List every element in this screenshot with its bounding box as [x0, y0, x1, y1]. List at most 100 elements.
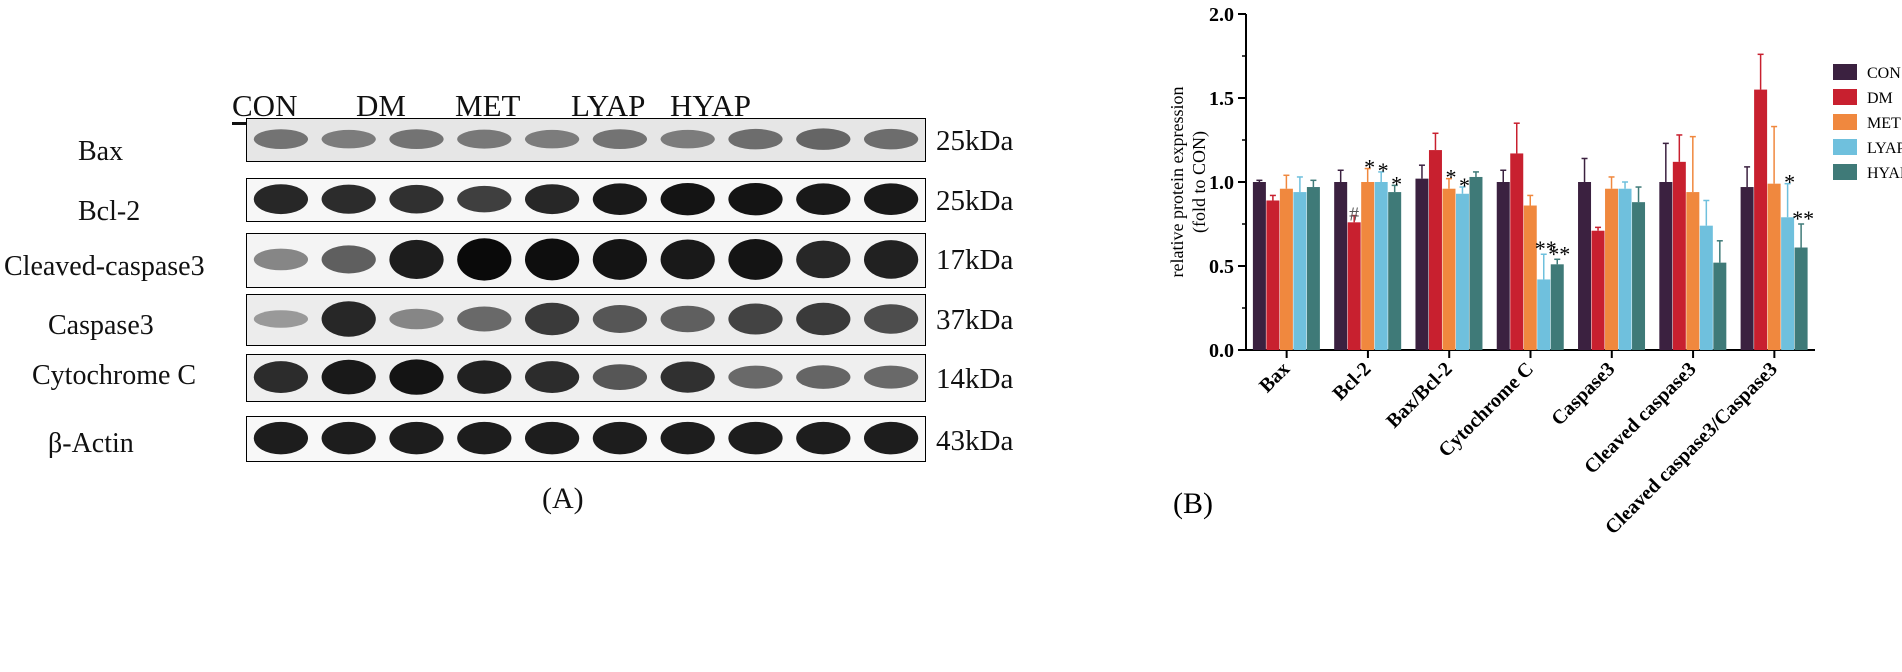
mw-label-caspase3: 37kDa [936, 304, 1014, 336]
blot-band [253, 184, 309, 215]
y-axis-label: relative protein expression (fold to CON) [1167, 87, 1210, 278]
bar [1550, 264, 1564, 350]
bar-chart: 0.0 0.5 1.0 1.5 2.0 relative protein expressi… [1167, 4, 1902, 539]
western-blot-panel: CON DM MET LYAP HYAP Bax Bcl-2 Cleaved-c… [4, 88, 1014, 515]
bar [1334, 182, 1348, 350]
blot-band [796, 421, 851, 455]
blot-band [728, 239, 783, 280]
legend-swatch [1833, 114, 1857, 130]
blot-band [592, 183, 648, 215]
row-label-cleaved-caspase3: Cleaved-caspase3 [4, 251, 205, 282]
blot-band [728, 182, 783, 216]
x-tick-label: Cleaved caspase3/Caspase3 [1601, 358, 1782, 539]
bar [1686, 192, 1700, 350]
blot-band [728, 365, 783, 389]
row-label-bax: Bax [78, 136, 124, 167]
bar [1605, 188, 1619, 350]
blot-band [863, 304, 919, 334]
blot-band [253, 310, 309, 328]
bar [1591, 230, 1605, 350]
blot-band [253, 361, 309, 393]
significance-mark: * [1378, 158, 1389, 183]
blot-band [389, 184, 444, 214]
bar [1794, 247, 1808, 350]
row-label-caspase3: Caspase3 [48, 310, 154, 341]
bar [1659, 182, 1673, 350]
blot-band [863, 128, 919, 150]
blot-band [524, 238, 580, 281]
bar [1252, 182, 1266, 350]
row-label-cytochrome-c: Cytochrome C [32, 360, 197, 391]
blot-band [457, 185, 512, 213]
row-label-beta-actin: β-Actin [48, 428, 134, 459]
bar [1537, 279, 1551, 350]
blot-band [389, 308, 444, 330]
blot-band [863, 183, 919, 215]
significance-mark: * [1784, 170, 1795, 195]
y-tick-label: 0.5 [1209, 256, 1234, 278]
bar [1428, 150, 1442, 350]
panel-label-b: (B) [1173, 487, 1213, 520]
bar [1415, 178, 1429, 350]
blot-band [660, 361, 715, 393]
lane-label-con: CON [232, 88, 298, 123]
bar [1699, 225, 1713, 350]
blot-band [457, 306, 512, 332]
bar [1740, 187, 1754, 350]
row-label-bcl2: Bcl-2 [78, 196, 141, 227]
legend-label: DM [1867, 90, 1893, 107]
blot-band [524, 302, 580, 336]
blot-band [389, 359, 444, 395]
blot-band [863, 421, 919, 455]
blot-band [796, 240, 851, 279]
blot-band [389, 129, 444, 150]
bar [1618, 188, 1632, 350]
legend-label: HYAP [1867, 165, 1902, 182]
mw-label-bcl2: 25kDa [936, 185, 1014, 217]
bar [1672, 161, 1686, 350]
blot-band [321, 129, 376, 149]
blot-band [457, 238, 512, 281]
x-tick-label: Caspase3 [1547, 358, 1619, 430]
bar [1388, 192, 1402, 350]
blot-band [660, 182, 715, 216]
blot-band [389, 421, 444, 455]
bar [1279, 188, 1293, 350]
bar [1496, 182, 1510, 350]
blot-band [863, 240, 919, 279]
y-tick-label: 1.5 [1209, 88, 1234, 110]
legend-swatch [1833, 164, 1857, 180]
blot-band [660, 239, 715, 280]
bar [1632, 202, 1646, 350]
bar [1754, 89, 1768, 350]
blot-beta-actin [246, 416, 926, 462]
blot-band [863, 365, 919, 389]
blot-band [253, 129, 309, 150]
blot-band [524, 421, 580, 455]
legend-label: LYAP [1867, 140, 1902, 157]
legend-label: CON [1867, 65, 1901, 82]
blot-band [592, 364, 648, 390]
lane-label-met: MET [455, 88, 521, 123]
bar [1469, 176, 1483, 350]
significance-mark: * [1391, 171, 1402, 196]
bar [1455, 193, 1469, 350]
blot-cytochrome-c [246, 354, 926, 402]
blot-band [524, 184, 580, 215]
blot-band [389, 239, 444, 280]
x-tick-label: Bax [1255, 358, 1294, 397]
lane-label-lyap: LYAP [571, 88, 646, 123]
legend-swatch [1833, 139, 1857, 155]
blot-bcl2 [246, 178, 926, 222]
lane-label-hyap: HYAP [670, 88, 751, 123]
blot-band [796, 183, 851, 215]
bar [1306, 187, 1320, 350]
blot-band [796, 365, 851, 389]
blot-band [321, 421, 376, 455]
panel-label-a: (A) [542, 482, 584, 515]
bar [1442, 188, 1456, 350]
lane-label-dm: DM [356, 88, 406, 123]
x-tick-label: Bcl-2 [1328, 358, 1375, 405]
bar [1347, 222, 1361, 350]
blot-band [457, 421, 512, 455]
